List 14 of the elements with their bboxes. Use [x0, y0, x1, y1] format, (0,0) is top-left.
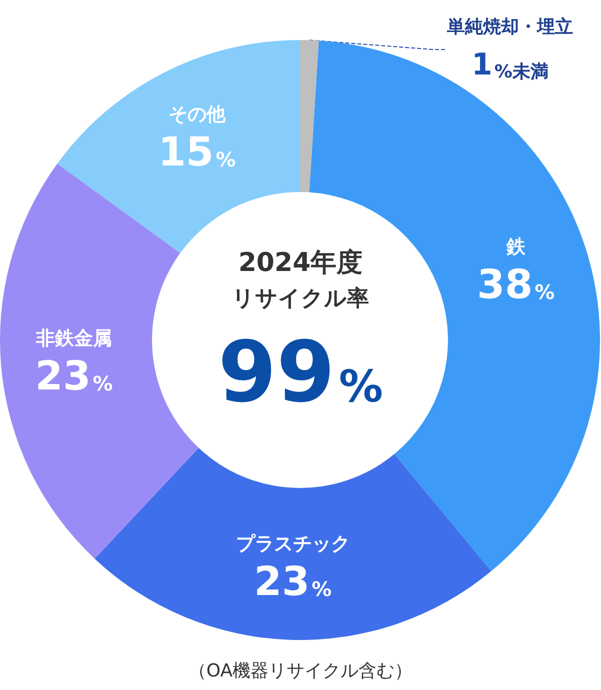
slice-label: その他 [168, 104, 226, 126]
text: （OA機器リサイクル含む） [188, 660, 413, 682]
text: リサイクル率 [232, 286, 369, 312]
data-label: 23% [254, 558, 332, 605]
text: 99% [218, 323, 383, 421]
data-label: 38% [477, 262, 555, 308]
data-label: 23% [35, 353, 113, 400]
text: 2024年度 [238, 248, 363, 278]
slice-label: 非鉄金属 [35, 327, 112, 350]
slice-label: プラスチック [236, 532, 350, 555]
data-label: 15% [158, 130, 236, 176]
data-label: 1%未満 [472, 48, 548, 82]
slice-label: 鉄 [505, 236, 526, 258]
slice-label: 単純焼却・埋立 [446, 16, 573, 38]
